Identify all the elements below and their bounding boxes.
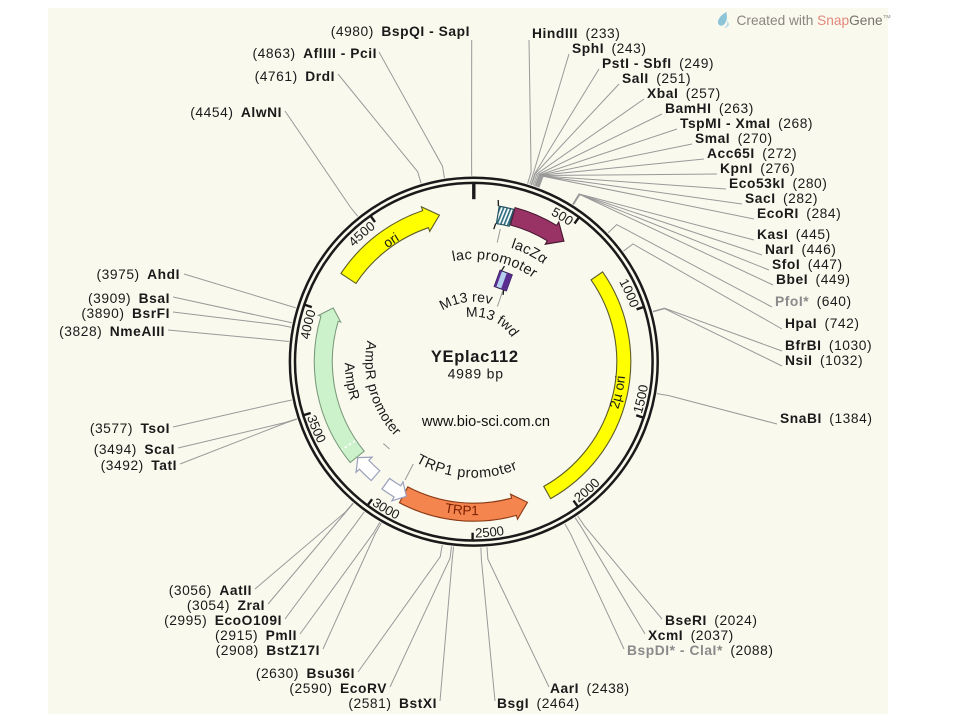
svg-text:BspDI* - ClaI* (2088): BspDI* - ClaI* (2088)	[627, 643, 774, 658]
svg-text:HindIII (233): HindIII (233)	[532, 26, 620, 41]
svg-text:SalI (251): SalI (251)	[622, 71, 691, 86]
svg-text:(3828) NmeAIII: (3828) NmeAIII	[59, 324, 165, 339]
svg-text:(3054) ZraI: (3054) ZraI	[187, 598, 265, 613]
svg-text:(2590) EcoRV: (2590) EcoRV	[289, 681, 387, 696]
svg-text:BseRI (2024): BseRI (2024)	[665, 613, 758, 628]
svg-text:(4980) BspQI - SapI: (4980) BspQI - SapI	[331, 24, 470, 39]
svg-text:AmpR: AmpR	[342, 362, 364, 402]
svg-text:(3492) TatI: (3492) TatI	[101, 458, 177, 473]
svg-text:KasI (445): KasI (445)	[757, 227, 831, 242]
svg-text:1500: 1500	[630, 384, 651, 415]
svg-text:NarI (446): NarI (446)	[765, 242, 836, 257]
svg-text:BfrBI (1030): BfrBI (1030)	[785, 338, 872, 353]
svg-text:(4454) AlwNI: (4454) AlwNI	[190, 105, 282, 120]
svg-text:(3577) TsoI: (3577) TsoI	[90, 421, 170, 436]
svg-text:XbaI (257): XbaI (257)	[647, 86, 721, 101]
svg-text:SphI (243): SphI (243)	[572, 41, 647, 56]
svg-text:2500: 2500	[475, 523, 505, 541]
svg-text:Acc65I (272): Acc65I (272)	[707, 146, 797, 161]
svg-text:PstI - SbfI (249): PstI - SbfI (249)	[602, 56, 714, 71]
svg-text:BsgI (2464): BsgI (2464)	[497, 696, 580, 711]
svg-text:4989 bp: 4989 bp	[448, 366, 504, 382]
svg-text:(2630) Bsu36I: (2630) Bsu36I	[256, 666, 355, 681]
svg-text:Eco53kI (280): Eco53kI (280)	[729, 176, 827, 191]
svg-text:BamHI (263): BamHI (263)	[665, 101, 754, 116]
svg-text:www.bio-sci.com.cn: www.bio-sci.com.cn	[421, 414, 550, 430]
svg-text:(3494) ScaI: (3494) ScaI	[94, 442, 175, 457]
svg-text:(3975) AhdI: (3975) AhdI	[97, 267, 181, 282]
svg-text:(3890) BsrFI: (3890) BsrFI	[81, 306, 170, 321]
svg-text:XcmI (2037): XcmI (2037)	[648, 628, 734, 643]
svg-text:SnaBI (1384): SnaBI (1384)	[780, 411, 873, 426]
svg-text:KpnI (276): KpnI (276)	[720, 161, 795, 176]
svg-text:TRP1: TRP1	[444, 500, 479, 518]
svg-text:(3909) BsaI: (3909) BsaI	[88, 291, 170, 306]
svg-text:NsiI (1032): NsiI (1032)	[785, 353, 863, 368]
svg-text:(2915) PmlI: (2915) PmlI	[215, 628, 297, 643]
svg-text:TspMI - XmaI (268): TspMI - XmaI (268)	[680, 116, 813, 131]
svg-text:SacI (282): SacI (282)	[745, 191, 818, 206]
svg-text:PfoI* (640): PfoI* (640)	[775, 294, 852, 309]
svg-text:(3056) AatII: (3056) AatII	[169, 583, 252, 598]
svg-text:SmaI (270): SmaI (270)	[695, 131, 773, 146]
svg-text:BbeI (449): BbeI (449)	[776, 272, 851, 287]
svg-text:(4863) AflIII - PciI: (4863) AflIII - PciI	[253, 46, 378, 61]
svg-text:(2581) BstXI: (2581) BstXI	[348, 696, 437, 711]
svg-text:EcoRI (284): EcoRI (284)	[757, 206, 841, 221]
svg-text:SfoI (447): SfoI (447)	[772, 257, 843, 272]
svg-text:(2908) BstZ17I: (2908) BstZ17I	[216, 643, 320, 658]
svg-text:4000: 4000	[298, 308, 319, 341]
svg-text:(4761) DrdI: (4761) DrdI	[255, 69, 335, 84]
svg-text:HpaI (742): HpaI (742)	[785, 316, 860, 331]
svg-text:YEplac112: YEplac112	[431, 348, 519, 366]
svg-text:AarI (2438): AarI (2438)	[550, 681, 630, 696]
svg-text:Created with SnapGene™: Created with SnapGene™	[737, 13, 892, 28]
svg-text:(2995) EcoO109I: (2995) EcoO109I	[164, 613, 282, 628]
